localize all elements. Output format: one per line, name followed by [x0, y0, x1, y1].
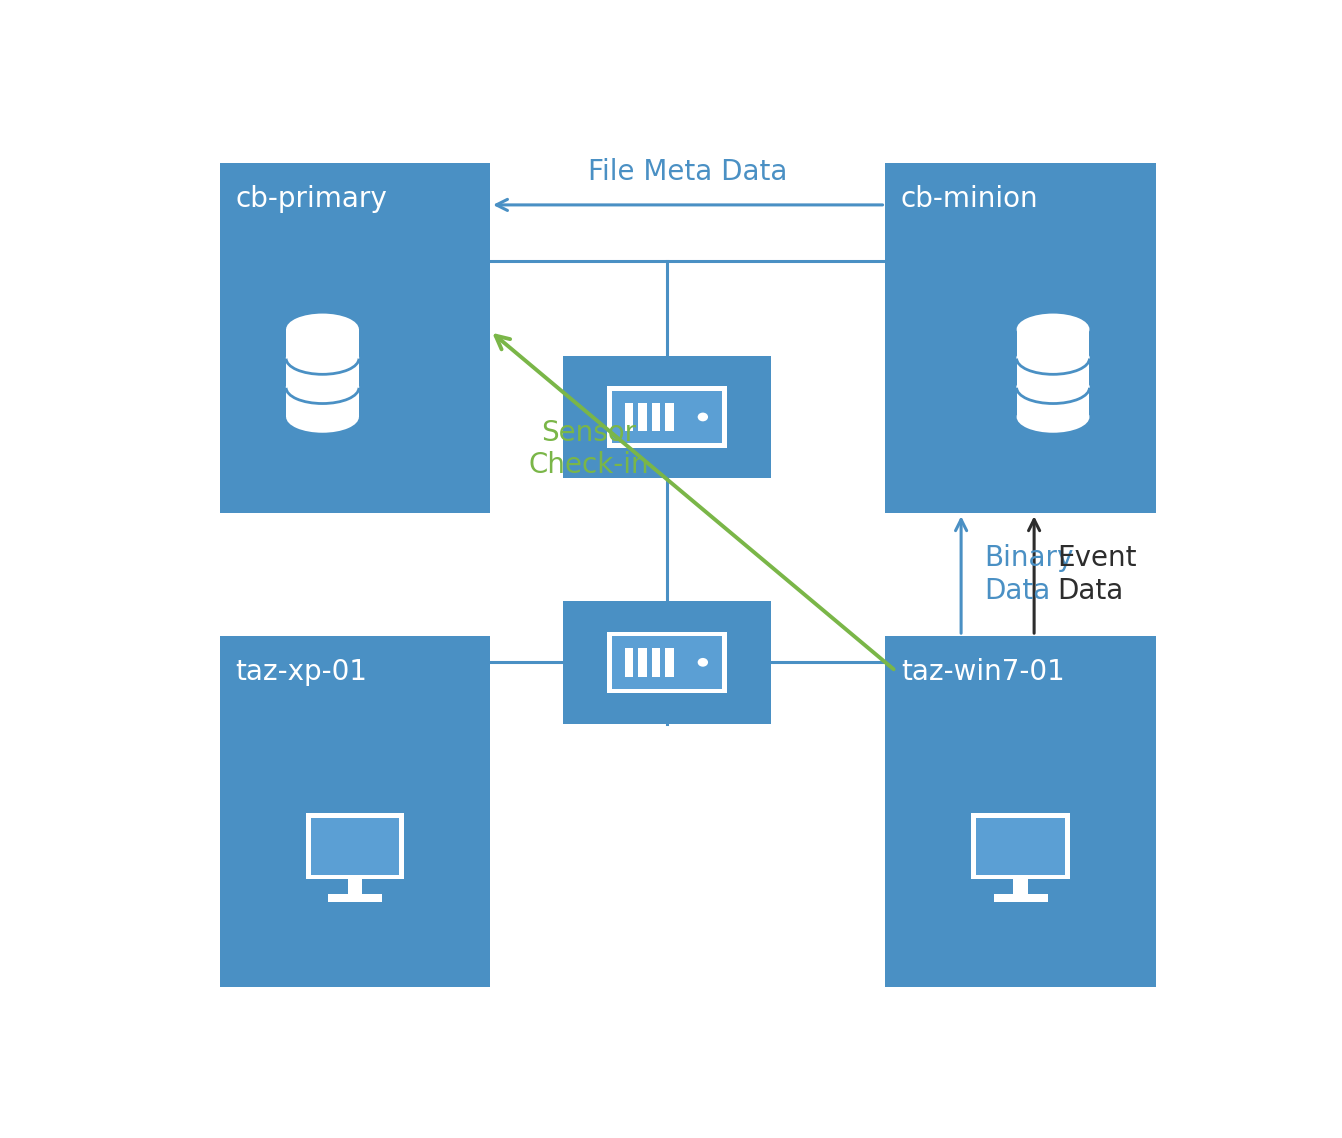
- Bar: [652, 648, 660, 677]
- Bar: [286, 329, 358, 417]
- Text: Binary
Data: Binary Data: [984, 544, 1074, 605]
- FancyBboxPatch shape: [564, 355, 770, 478]
- Bar: [327, 894, 382, 902]
- Bar: [1017, 329, 1090, 417]
- Text: Event
Data: Event Data: [1057, 544, 1137, 605]
- FancyBboxPatch shape: [886, 636, 1155, 987]
- FancyBboxPatch shape: [564, 601, 770, 724]
- FancyBboxPatch shape: [607, 632, 727, 693]
- Bar: [666, 648, 674, 677]
- Text: taz-xp-01: taz-xp-01: [235, 658, 368, 686]
- FancyBboxPatch shape: [972, 814, 1070, 880]
- Bar: [652, 403, 660, 431]
- Circle shape: [698, 658, 709, 667]
- Bar: [639, 648, 647, 677]
- FancyBboxPatch shape: [612, 636, 722, 688]
- Text: taz-win7-01: taz-win7-01: [900, 658, 1064, 686]
- Bar: [639, 403, 647, 431]
- FancyBboxPatch shape: [607, 386, 727, 447]
- FancyBboxPatch shape: [977, 818, 1064, 875]
- Bar: [1013, 875, 1028, 894]
- Text: cb-minion: cb-minion: [900, 184, 1039, 213]
- FancyBboxPatch shape: [306, 814, 404, 880]
- Circle shape: [698, 413, 709, 421]
- Ellipse shape: [286, 402, 358, 432]
- Bar: [993, 894, 1048, 902]
- Bar: [625, 648, 633, 677]
- FancyBboxPatch shape: [612, 390, 722, 444]
- FancyBboxPatch shape: [311, 818, 399, 875]
- FancyBboxPatch shape: [886, 163, 1155, 513]
- Text: File Meta Data: File Meta Data: [588, 158, 788, 185]
- FancyBboxPatch shape: [220, 163, 490, 513]
- Text: Sensor
Check-in: Sensor Check-in: [529, 419, 650, 479]
- Bar: [625, 403, 633, 431]
- Ellipse shape: [286, 314, 358, 345]
- Ellipse shape: [1017, 402, 1090, 432]
- FancyBboxPatch shape: [220, 636, 490, 987]
- Bar: [666, 403, 674, 431]
- Ellipse shape: [1017, 314, 1090, 345]
- Text: cb-primary: cb-primary: [235, 184, 386, 213]
- Bar: [348, 875, 362, 894]
